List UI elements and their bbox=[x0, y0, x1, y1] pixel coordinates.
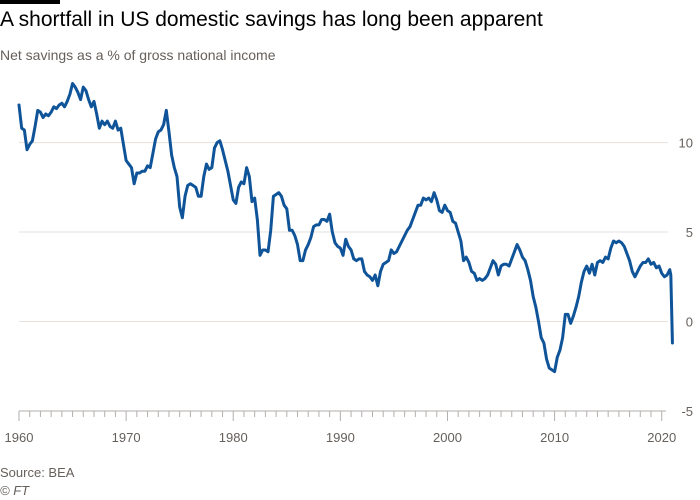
y-axis-tick-labels: 10 5 0 -5 bbox=[679, 136, 693, 419]
source-note: Source: BEA bbox=[0, 465, 75, 480]
x-tick-label: 2020 bbox=[647, 430, 676, 445]
x-axis: 1960 1970 1980 1990 2000 2010 2020 bbox=[5, 410, 676, 445]
x-tick-label: 1960 bbox=[5, 430, 34, 445]
ft-credit: © FT bbox=[0, 483, 30, 498]
gridlines bbox=[19, 142, 668, 323]
series-layer bbox=[17, 82, 674, 374]
x-tick-label: 1990 bbox=[326, 430, 355, 445]
chart-subtitle: Net savings as a % of gross national inc… bbox=[0, 47, 276, 63]
ft-brand-bar bbox=[0, 0, 60, 4]
x-tick-label: 1970 bbox=[112, 430, 141, 445]
x-tick-label: 2010 bbox=[540, 430, 569, 445]
y-tick-label: 5 bbox=[686, 225, 693, 240]
series-line-0 bbox=[17, 82, 674, 374]
y-tick-label: 0 bbox=[686, 315, 693, 330]
y-tick-label: -5 bbox=[681, 404, 693, 419]
x-tick-label: 1980 bbox=[219, 430, 248, 445]
chart-title: A shortfall in US domestic savings has l… bbox=[0, 8, 543, 31]
x-tick-label: 2000 bbox=[433, 430, 462, 445]
y-tick-label: 10 bbox=[679, 136, 693, 151]
